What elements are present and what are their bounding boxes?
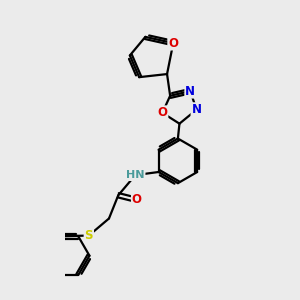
- Text: O: O: [168, 37, 178, 50]
- Text: O: O: [132, 194, 142, 206]
- Text: O: O: [158, 106, 167, 119]
- Text: S: S: [85, 229, 93, 242]
- Text: N: N: [191, 103, 202, 116]
- Text: N: N: [185, 85, 195, 98]
- Text: HN: HN: [126, 170, 145, 180]
